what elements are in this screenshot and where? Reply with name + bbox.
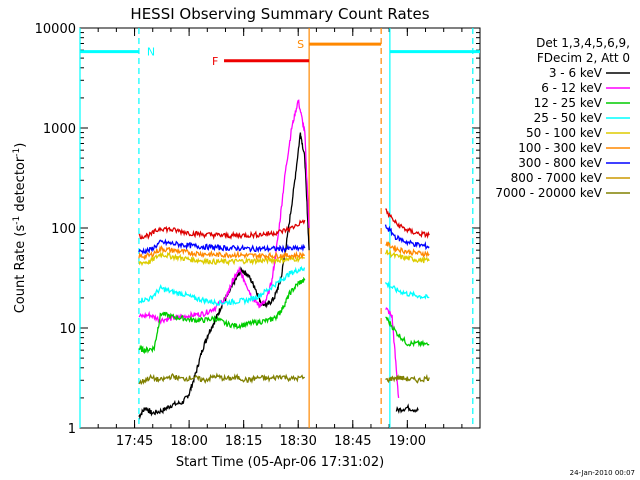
- annotation-s: S: [297, 38, 304, 51]
- legend: Det 1,3,4,5,6,9, FDecim 2, Att 0 3 - 6 k…: [495, 36, 630, 200]
- series-line: [384, 281, 430, 300]
- y-axis-title-exp1: -1: [12, 216, 22, 225]
- series-line: [384, 249, 430, 264]
- series-line: [138, 238, 306, 256]
- y-tick-label: 1: [68, 422, 76, 437]
- series-line: [138, 265, 306, 307]
- chart-title: HESSI Observing Summary Count Rates: [130, 5, 429, 23]
- legend-label: 25 - 50 keV: [534, 111, 603, 125]
- y-axis-title-part1: Count Rate (s: [13, 225, 28, 314]
- legend-label: 12 - 25 keV: [534, 96, 603, 110]
- y-axis-title: Count Rate (s-1 detector-1): [12, 143, 28, 314]
- x-tick-label: 17:45: [116, 434, 153, 449]
- series-line: [384, 224, 430, 251]
- series-line: [385, 307, 400, 398]
- legend-title-line1: Det 1,3,4,5,6,9,: [536, 36, 630, 50]
- series-line: [138, 245, 306, 261]
- legend-label: 800 - 7000 keV: [511, 171, 603, 185]
- legend-label: 6 - 12 keV: [541, 81, 603, 95]
- y-tick-label: 1000: [43, 122, 76, 137]
- footer-timestamp: 24-Jan-2010 00:07: [570, 469, 635, 477]
- y-axis-title-part2: detector: [13, 156, 28, 216]
- x-tick-label: 19:00: [389, 434, 426, 449]
- y-tick-label: 10: [59, 322, 76, 337]
- y-tick-label: 100: [51, 222, 76, 237]
- legend-label: 50 - 100 keV: [526, 126, 603, 140]
- series-line: [385, 241, 430, 259]
- x-tick-label: 18:45: [334, 434, 371, 449]
- annotation-f: F: [212, 55, 218, 68]
- legend-label: 300 - 800 keV: [518, 156, 602, 170]
- series-line: [385, 316, 430, 348]
- annotation-n: N: [147, 46, 155, 59]
- series-line: [138, 219, 306, 241]
- series-line: [138, 251, 305, 267]
- series-line: [395, 403, 419, 414]
- x-tick-label: 18:15: [225, 434, 262, 449]
- legend-label: 3 - 6 keV: [549, 66, 603, 80]
- series-line: [385, 208, 430, 239]
- y-axis-title-exp2: -1: [12, 148, 22, 157]
- y-tick-label: 10000: [35, 22, 76, 37]
- legend-label: 7000 - 20000 keV: [495, 186, 602, 200]
- series-line: [138, 132, 310, 420]
- x-tick-label: 18:00: [170, 434, 207, 449]
- series-line: [138, 372, 305, 386]
- legend-title-line2: FDecim 2, Att 0: [537, 51, 630, 65]
- series-line: [138, 276, 306, 355]
- plot-frame: [79, 27, 481, 429]
- x-tick-label: 18:30: [279, 434, 316, 449]
- series-line: [385, 373, 430, 384]
- x-axis-title: Start Time (05-Apr-06 17:31:02): [176, 455, 384, 470]
- legend-label: 100 - 300 keV: [518, 141, 602, 155]
- y-axis-title-part3: ): [13, 143, 28, 148]
